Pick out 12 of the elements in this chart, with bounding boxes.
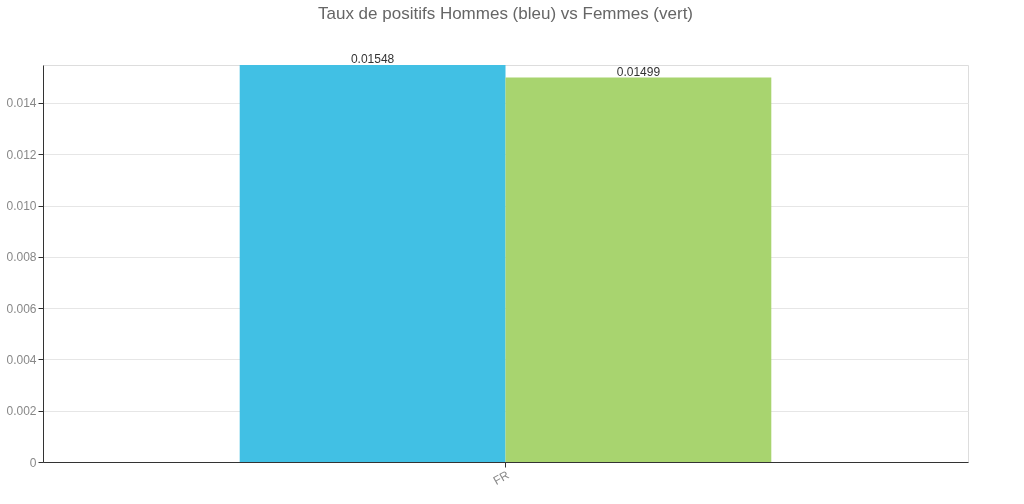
y-tick-label: 0.008 <box>6 250 37 265</box>
y-tick-label: 0.002 <box>6 404 37 419</box>
x-tick-label: FR <box>490 467 512 488</box>
y-tick-label: 0.012 <box>6 147 37 162</box>
y-tick-label: 0.014 <box>6 96 37 111</box>
chart-title: Taux de positifs Hommes (bleu) vs Femmes (vert) <box>317 4 694 23</box>
y-tick-label: 0.004 <box>6 352 37 367</box>
y-tick-label: 0.006 <box>6 301 37 316</box>
y-tick-label: 0.010 <box>6 199 37 214</box>
y-tick-label: 0 <box>29 455 37 470</box>
data-label: 0.01499 <box>616 64 661 79</box>
data-label: 0.01548 <box>350 52 395 66</box>
